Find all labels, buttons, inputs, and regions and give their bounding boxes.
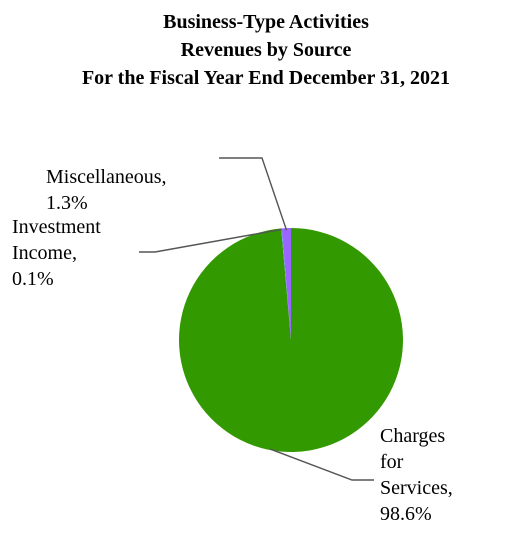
leader-line-miscellaneous [219,157,288,231]
slice-label-investment-income-line-2: Income, [12,242,77,264]
slice-label-investment-income-line-3: 0.1% [12,268,54,290]
slice-label-miscellaneous: Miscellaneous, 1.3% [46,164,167,216]
chart-title-line-2: Revenues by Source [180,39,352,61]
slice-label-charges-for-services-line-2: for [380,451,404,473]
chart-title: Business-Type Activities Revenues by Sou… [0,8,532,92]
pie-slice-miscellaneous [281,228,291,340]
slice-label-miscellaneous-line-1: Miscellaneous, [46,166,167,188]
slice-label-charges-for-services-line-3: Services, [380,477,453,499]
pie-slice-investment-income [281,228,291,340]
chart-title-line-3: For the Fiscal Year End December 31, 202… [81,67,451,89]
slice-label-miscellaneous-line-2: 1.3% [46,192,88,214]
pie-slice-charges-for-services [179,228,404,453]
slice-label-charges-for-services-line-1: Charges [380,425,446,447]
slice-label-charges-for-services-line-4: 98.6% [380,503,432,525]
slice-label-investment-income: Investment Income, 0.1% [12,214,101,292]
chart-title-line-1: Business-Type Activities [163,11,369,33]
leader-line-investment-income [139,228,282,253]
slice-label-charges-for-services: Charges for Services, 98.6% [380,423,453,527]
slice-label-investment-income-line-1: Investment [12,216,101,238]
leader-line-charges-for-services [269,448,374,481]
